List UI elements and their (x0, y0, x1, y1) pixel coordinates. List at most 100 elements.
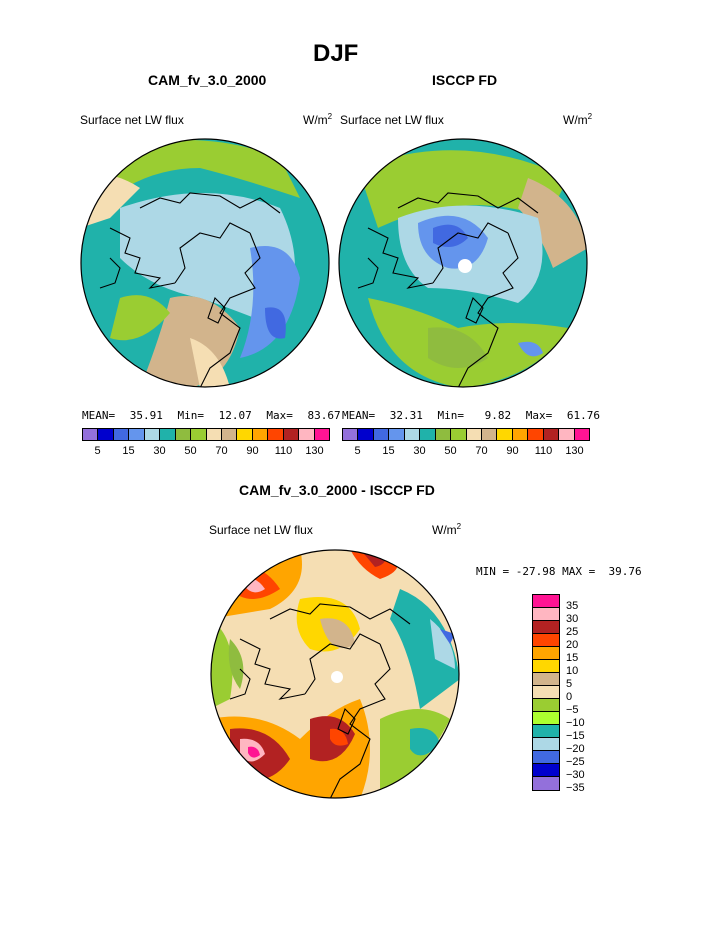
colorbar-tick-label: −30 (566, 769, 585, 781)
colorbar-tick-label: 70 (215, 445, 228, 457)
min-label: Min= (177, 409, 205, 422)
mean-value: 32.31 (389, 409, 423, 422)
colorbar-swatch (533, 751, 559, 764)
left-panel-title: CAM_fv_3.0_2000 (148, 72, 267, 88)
colorbar-tick-label: 30 (153, 445, 166, 457)
left-colorbar (82, 428, 330, 441)
max-label: Max= (266, 409, 293, 422)
colorbar-tick-label: 5 (566, 678, 573, 690)
max-value: 83.67 (307, 409, 341, 422)
colorbar-swatch (533, 608, 559, 621)
units-text: W/m (303, 113, 328, 127)
colorbar-tick-label: 130 (565, 445, 584, 457)
colorbar-swatch (435, 429, 452, 440)
colorbar-tick-label: 50 (444, 445, 457, 457)
colorbar-swatch (574, 429, 589, 440)
colorbar-tick-label: 5 (354, 445, 361, 457)
colorbar-tick-label: 25 (566, 626, 579, 638)
left-colorbar-ticks: 5 15 30 50 70 90 110 130 (82, 445, 330, 459)
diff-minmax: MIN = -27.98 MAX = 39.76 (476, 565, 642, 578)
colorbar-swatch (129, 429, 145, 440)
colorbar-tick-label: 70 (475, 445, 488, 457)
mean-label: MEAN= (342, 409, 376, 422)
colorbar-swatch (451, 429, 467, 440)
colorbar-swatch (268, 429, 284, 440)
diff-colorbar (532, 594, 560, 791)
colorbar-swatch (533, 699, 559, 712)
colorbar-swatch (533, 621, 559, 634)
colorbar-swatch (252, 429, 269, 440)
colorbar-tick-label: 110 (274, 445, 293, 457)
colorbar-tick-label: −5 (566, 704, 579, 716)
diff-polar-map (210, 549, 460, 799)
left-units-label: W/m2 (303, 112, 332, 127)
colorbar-tick-label: 15 (122, 445, 135, 457)
colorbar-swatch (98, 429, 114, 440)
colorbar-tick-label: 130 (305, 445, 324, 457)
colorbar-swatch (160, 429, 176, 440)
colorbar-tick-label: −15 (566, 730, 585, 742)
diff-panel-title: CAM_fv_3.0_2000 - ISCCP FD (239, 482, 435, 498)
colorbar-swatch (83, 429, 99, 440)
colorbar-swatch (206, 429, 222, 440)
colorbar-swatch (175, 429, 192, 440)
units-exponent: 2 (327, 112, 333, 121)
colorbar-swatch (533, 686, 559, 699)
right-units-label: W/m2 (563, 112, 592, 127)
colorbar-swatch (533, 673, 559, 686)
right-stats: MEAN= 32.31 Min= 9.82 Max= 61.76 (342, 409, 600, 422)
colorbar-tick-label: 110 (534, 445, 553, 457)
colorbar-swatch (191, 429, 207, 440)
right-colorbar (342, 428, 590, 441)
left-field-label: Surface net LW flux (80, 113, 184, 127)
max-label: Max= (525, 409, 553, 422)
right-colorbar-ticks: 5 15 30 50 70 90 110 130 (342, 445, 590, 459)
colorbar-swatch (533, 764, 559, 777)
colorbar-tick-label: 0 (566, 691, 573, 703)
colorbar-swatch (497, 429, 513, 440)
colorbar-swatch (113, 429, 130, 440)
colorbar-swatch (559, 429, 575, 440)
min-value: 12.07 (218, 409, 252, 422)
colorbar-swatch (373, 429, 390, 440)
colorbar-swatch (237, 429, 253, 440)
units-text: W/m (432, 523, 457, 537)
colorbar-swatch (533, 647, 559, 660)
colorbar-swatch (314, 429, 329, 440)
right-panel-title: ISCCP FD (432, 72, 498, 88)
colorbar-tick-label: −20 (566, 743, 585, 755)
mean-value: 35.91 (129, 409, 163, 422)
colorbar-tick-label: −10 (566, 717, 585, 729)
colorbar-swatch (533, 712, 559, 725)
colorbar-swatch (533, 738, 559, 751)
colorbar-swatch (358, 429, 374, 440)
colorbar-swatch (283, 429, 300, 440)
colorbar-swatch (389, 429, 405, 440)
colorbar-tick-label: 90 (246, 445, 259, 457)
colorbar-swatch (343, 429, 359, 440)
right-polar-map (338, 138, 588, 388)
colorbar-swatch (466, 429, 482, 440)
min-value: 9.82 (484, 409, 512, 422)
colorbar-swatch (533, 634, 559, 647)
colorbar-tick-label: −35 (566, 782, 585, 794)
colorbar-tick-label: 35 (566, 600, 579, 612)
colorbar-swatch (533, 660, 559, 673)
colorbar-tick-label: 10 (566, 665, 579, 677)
colorbar-swatch (533, 725, 559, 738)
max-value: 61.76 (566, 409, 600, 422)
mean-label: MEAN= (82, 409, 116, 422)
right-field-label: Surface net LW flux (340, 113, 444, 127)
colorbar-swatch (533, 595, 559, 608)
diff-units-label: W/m2 (432, 522, 461, 537)
min-label: Min= (437, 409, 465, 422)
diff-field-label: Surface net LW flux (209, 523, 313, 537)
colorbar-swatch (299, 429, 315, 440)
colorbar-swatch (144, 429, 161, 440)
colorbar-swatch (533, 777, 559, 790)
units-exponent: 2 (587, 112, 593, 121)
colorbar-tick-label: 5 (94, 445, 101, 457)
colorbar-tick-label: 30 (413, 445, 426, 457)
colorbar-swatch (528, 429, 544, 440)
units-exponent: 2 (456, 522, 462, 531)
